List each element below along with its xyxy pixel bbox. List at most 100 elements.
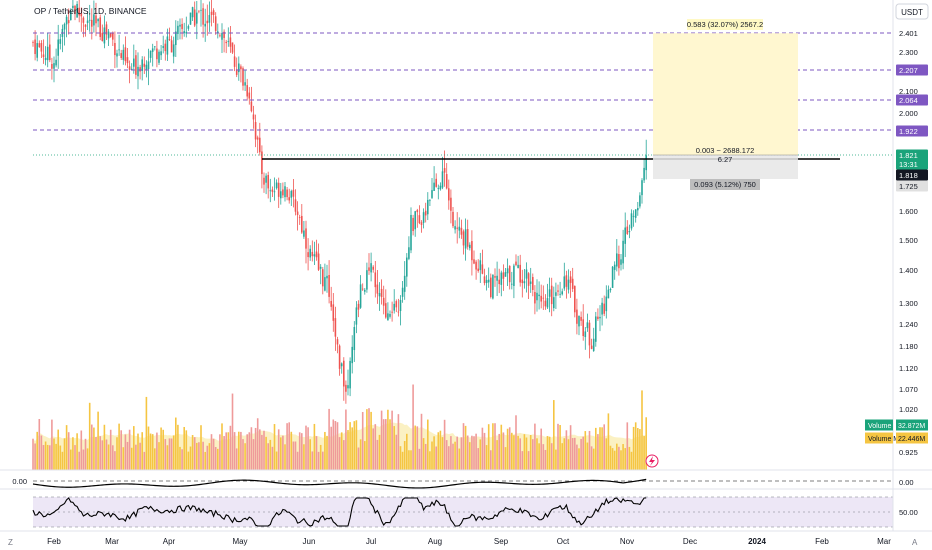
candle-body [437, 188, 440, 189]
volume-bar [578, 448, 580, 470]
candle-body [122, 49, 125, 60]
candle-body [464, 229, 467, 249]
volume-bar [525, 437, 528, 470]
volume-bar [433, 436, 435, 470]
volume-bar [563, 438, 566, 470]
candle-body [519, 264, 521, 283]
volume-bar [282, 435, 284, 470]
price-axis-label: 1.725 [899, 182, 918, 191]
time-axis-label: Nov [620, 537, 634, 546]
candle-body [370, 263, 372, 273]
volume-bar [88, 402, 91, 470]
stop-label: 0.093 (5.12%) 750 [694, 180, 756, 189]
stop-label-bg [690, 179, 760, 190]
volume-bar [345, 409, 347, 470]
volume-bar [555, 449, 557, 470]
candle-body [326, 275, 328, 279]
candle-body [275, 182, 278, 189]
candle-body [483, 276, 486, 284]
candle-body [38, 43, 41, 48]
candle-body [193, 9, 196, 26]
footer-right-label[interactable]: A [912, 538, 918, 547]
volume-bar [32, 438, 34, 470]
volume-bar [500, 424, 503, 470]
volume-bar [349, 422, 351, 470]
volume-bar [529, 435, 532, 470]
candle-body [427, 199, 429, 215]
volume-bar [172, 435, 175, 470]
volume-bar [416, 426, 419, 470]
candle-body [282, 189, 284, 196]
volume-bar [443, 419, 446, 470]
candle-body [208, 15, 211, 23]
volume-bar [187, 451, 190, 470]
candle-body [506, 268, 509, 274]
price-tag-bg [896, 125, 928, 137]
osc-zero-right: 0.00 [899, 478, 914, 487]
footer-left-label[interactable]: Z [8, 538, 13, 547]
volume-bar [149, 433, 152, 470]
candle-body [349, 360, 351, 389]
volume-bar [639, 429, 641, 470]
candle-body [189, 12, 192, 25]
target-zone[interactable] [653, 33, 798, 156]
candle-body [107, 31, 110, 39]
volume-bar [109, 429, 112, 470]
volume-bar [490, 450, 492, 470]
candle-body [248, 92, 251, 99]
currency-badge[interactable]: USDT [895, 3, 929, 20]
volume-bar [353, 421, 356, 470]
rsi-value: 50.00 [899, 508, 918, 517]
candle-body [317, 253, 320, 270]
volume-bar [519, 438, 521, 470]
candle-body [641, 180, 643, 196]
volume-bar [641, 390, 643, 470]
candle-body [225, 41, 227, 44]
candle-body [534, 291, 536, 304]
candle-body [313, 254, 316, 257]
candle-body [496, 275, 498, 281]
candle-body [626, 226, 629, 234]
volume-bar [322, 451, 324, 470]
candle-body [359, 284, 362, 308]
volume-bar [494, 423, 496, 470]
candle-body [462, 231, 465, 246]
candle-body [343, 360, 345, 387]
volume-bar [324, 431, 326, 470]
candle-body [553, 297, 555, 309]
volume-bar [387, 409, 389, 470]
candle-body [441, 171, 444, 188]
volume-bar [437, 432, 440, 470]
time-axis-label: May [232, 537, 247, 546]
stop-zone[interactable] [653, 155, 798, 179]
candle-body [162, 46, 164, 48]
candle-body [605, 296, 608, 312]
candle-body [574, 285, 576, 313]
candle-body [292, 189, 295, 197]
candle-body [544, 300, 547, 307]
volume-bar [59, 445, 62, 470]
candle-body [290, 191, 293, 198]
price-axis-label: 1.821 [899, 151, 918, 160]
candle-body [393, 303, 395, 311]
volume-bar [168, 438, 171, 470]
candle-body [305, 228, 307, 249]
candle-body [254, 122, 257, 140]
volume-bar [317, 451, 320, 470]
volume-bar [567, 439, 570, 470]
price-axis-label: 2.100 [899, 87, 918, 96]
volume-bar [158, 442, 160, 470]
volume-bar [254, 427, 257, 470]
candle-body [576, 309, 578, 324]
volume-bar [590, 446, 593, 470]
volume-bar [391, 410, 393, 470]
candle-body [469, 244, 471, 249]
time-axis-label: Dec [683, 537, 697, 546]
volume-bar [414, 425, 416, 470]
candle-body [315, 251, 318, 258]
lightning-icon[interactable] [645, 454, 659, 468]
candle-body [183, 31, 185, 33]
candle-body [456, 227, 458, 229]
volume-bar [219, 434, 221, 470]
